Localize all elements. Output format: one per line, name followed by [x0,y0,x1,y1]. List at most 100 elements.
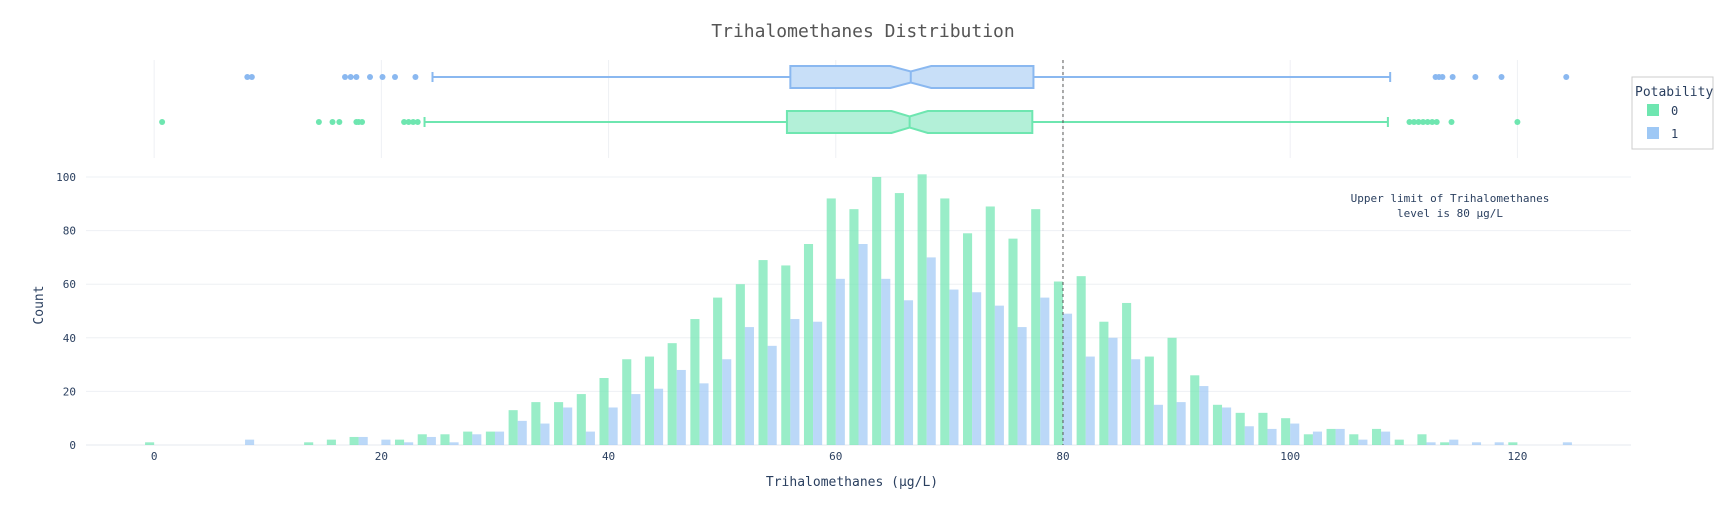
bar-series-0 [395,439,405,445]
bar-series-1 [1017,327,1027,445]
bar-series-1 [926,257,936,445]
bar-series-0 [849,209,859,445]
bar-series-1 [744,327,754,445]
bar-series-1 [1290,423,1300,445]
bar-series-0 [1076,276,1086,445]
box-outlier [1563,74,1570,80]
box-outlier [379,74,386,80]
bar-series-1 [1131,359,1141,445]
box-outlier [244,74,251,80]
bar-series-1 [1040,297,1050,445]
annotation: Upper limit of Trihalomethanes level is … [1351,192,1550,220]
bar-series-1 [835,278,845,445]
x-tick-label: 20 [375,450,388,463]
y-tick-label: 40 [63,332,76,345]
legend-label-1: 1 [1671,127,1678,141]
box-outlier [359,119,366,125]
box-outlier [329,119,336,125]
bar-series-1 [1062,313,1073,445]
box-outlier [353,74,360,80]
bar-series-0 [1190,375,1200,445]
bar-series-1 [1426,442,1436,445]
bar-series-0 [1303,434,1313,445]
bar-series-1 [449,442,459,445]
box-outlier [410,119,417,125]
box-outlier [1514,119,1521,125]
axis-layer: 0 20 40 60 80 100 0 20 40 60 80 100 120 [56,60,1527,463]
bar-series-0 [1349,434,1359,445]
bar-series-0 [304,442,314,445]
bar-series-0 [1031,209,1041,445]
bar-series-1 [1222,407,1232,445]
bar-series-0 [894,193,904,445]
bar-series-0 [1212,404,1223,445]
bar-series-0 [1417,434,1427,445]
x-tick-label: 40 [602,450,615,463]
bar-series-1 [1267,428,1277,445]
bar-series-1 [813,321,823,445]
box-outlier [1424,119,1431,125]
bar-series-0 [917,174,927,445]
annotation-line-1: Upper limit of Trihalomethanes [1351,192,1550,205]
bar-series-0 [1326,428,1336,445]
bar-series-0 [735,284,745,445]
bar-series-1 [1562,442,1572,445]
bar-series-1 [949,289,959,445]
bar-series-1 [472,434,482,445]
bar-series-1 [608,407,618,445]
bar-series-0 [690,319,700,445]
bar-series-0 [963,233,973,445]
x-tick-label: 100 [1280,450,1300,463]
box-outlier [1420,119,1427,125]
box-outlier [347,74,354,80]
bar-series-0 [1394,439,1404,445]
legend-item-0[interactable]: 0 [1647,104,1678,118]
bar-series-1 [972,292,982,445]
bar-series-1 [245,439,255,445]
bar-series-0 [1144,356,1154,445]
bar-series-1 [1108,337,1118,445]
box-outlier [1433,119,1440,125]
legend: Potability 0 1 [1631,76,1714,150]
box-outlier [342,74,349,80]
bar-series-0 [1235,412,1245,445]
box-series-1 [789,65,1035,89]
bar-series-0 [599,378,609,445]
bar-series-0 [508,410,518,445]
bar-series-0 [349,436,359,445]
box-outlier [1415,119,1422,125]
bar-series-1 [790,319,800,445]
legend-item-1[interactable]: 1 [1647,127,1678,141]
bar-series-1 [1199,386,1209,445]
box-outlier [1448,119,1455,125]
bar-series-1 [1494,442,1504,445]
chart-title: Trihalomethanes Distribution [711,21,1014,42]
bar-series-1 [517,420,527,445]
box-outlier [412,74,419,80]
bar-series-0 [531,402,541,445]
bar-series-1 [540,423,550,445]
bar-series-0 [326,439,336,445]
bar-series-0 [644,356,655,445]
bar-series-0 [485,431,495,445]
legend-swatch-0 [1647,104,1659,116]
legend-frame [1631,76,1714,150]
y-tick-label: 0 [69,439,76,452]
bar-series-0 [1440,442,1450,445]
bar-series-0 [1258,412,1268,445]
bar-series-0 [440,434,450,445]
x-tick-label: 60 [829,450,842,463]
bar-series-0 [713,297,723,445]
bar-series-1 [881,278,891,445]
bar-series-1 [903,300,914,445]
y-tick-label: 80 [63,225,76,238]
y-tick-label: 100 [56,171,76,184]
bar-series-1 [1381,431,1391,445]
y-tick-label: 60 [63,278,76,291]
bar-series-0 [1099,321,1109,445]
box-outlier [1439,74,1446,80]
bar-series-1 [1244,426,1254,445]
bar-series-0 [1167,337,1177,445]
annotation-line-2: level is 80 µg/L [1397,207,1503,220]
